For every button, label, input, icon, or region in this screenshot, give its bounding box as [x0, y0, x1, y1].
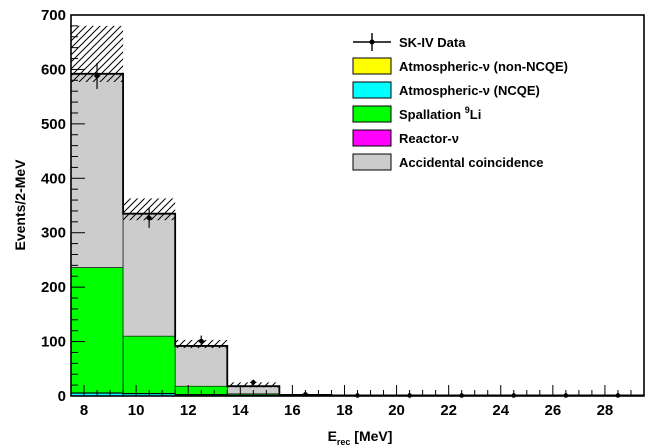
- legend-item-accidental: Accidental coincidence: [352, 153, 544, 171]
- y-tick-label: 600: [41, 61, 66, 78]
- stacked-bars: [70, 74, 645, 397]
- bar-accidental-bin-2: [174, 345, 228, 387]
- legend-item-data: SK-IV Data: [353, 33, 466, 51]
- x-tick-labels: 8 10 12 14 16 18 20 22 24 26 28: [80, 402, 613, 419]
- legend-swatch-spallation: [352, 105, 392, 123]
- x-tick-label: 20: [388, 402, 405, 419]
- x-tick-label: 14: [232, 402, 249, 419]
- x-axis-title: Erec [MeV]: [328, 428, 393, 446]
- bar-spallation-bin-0: [70, 267, 124, 394]
- y-tick-label: 100: [41, 334, 66, 351]
- data-point-marker: [251, 380, 256, 385]
- legend: SK-IV Data Atmospheric-ν (non-NCQE) Atmosp…: [352, 33, 568, 171]
- y-tick-labels: 0 100 200 300 400 500 600 700: [41, 7, 66, 405]
- y-tick-label: 500: [41, 116, 66, 133]
- x-axis-title-main: E: [328, 428, 337, 444]
- x-tick-label: 24: [492, 402, 509, 419]
- legend-label-part: Li: [470, 107, 482, 122]
- bar-accidental-bin-0: [70, 74, 124, 268]
- legend-label-non_ncqe: Atmospheric-ν (non-NCQE): [399, 59, 568, 74]
- data-point: [146, 208, 153, 228]
- legend-item-spallation: Spallation 9Li: [352, 105, 481, 123]
- legend-item-reactor: Reactor-ν: [352, 129, 459, 147]
- x-axis-title-unit: [MeV]: [350, 428, 392, 444]
- y-axis-title: Events/2-MeV: [12, 159, 28, 251]
- data-point-marker: [198, 338, 204, 344]
- y-tick-label: 300: [41, 225, 66, 242]
- x-tick-label: 12: [180, 402, 197, 419]
- legend-label-spallation: Spallation 9Li: [399, 105, 481, 122]
- legend-swatch-ncqe: [352, 81, 392, 99]
- data-point-marker: [146, 215, 152, 221]
- legend-swatch-non_ncqe: [352, 57, 392, 75]
- x-tick-label: 26: [544, 402, 561, 419]
- data-point: [250, 379, 257, 386]
- legend-data-marker: [369, 39, 375, 45]
- legend-label-accidental: Accidental coincidence: [399, 155, 544, 170]
- plot-area: [70, 25, 645, 398]
- legend-label-data: SK-IV Data: [399, 35, 466, 50]
- legend-swatch-accidental: [352, 153, 392, 171]
- legend-label-superscript: 9: [465, 105, 470, 115]
- y-tick-label: 200: [41, 279, 66, 296]
- y-tick-label: 400: [41, 170, 66, 187]
- axis-ticks: [71, 14, 632, 397]
- data-point: [198, 335, 205, 347]
- legend-label-reactor: Reactor-ν: [399, 131, 459, 146]
- x-tick-label: 16: [284, 402, 301, 419]
- x-tick-label: 8: [80, 402, 88, 419]
- legend-item-non_ncqe: Atmospheric-ν (non-NCQE): [352, 57, 568, 75]
- y-tick-label: 700: [41, 7, 66, 24]
- x-tick-label: 18: [336, 402, 353, 419]
- y-tick-label: 0: [58, 388, 66, 405]
- legend-swatch-reactor: [352, 129, 392, 147]
- x-tick-label: 22: [440, 402, 457, 419]
- data-point: [93, 62, 101, 90]
- x-axis-title-sub: rec: [337, 437, 351, 446]
- x-tick-label: 10: [128, 402, 145, 419]
- legend-label-part: Spallation: [399, 107, 465, 122]
- bar-spallation-bin-1: [122, 335, 176, 394]
- bar-accidental-bin-1: [122, 213, 176, 337]
- legend-label-ncqe: Atmospheric-ν (NCQE): [399, 83, 540, 98]
- legend-item-ncqe: Atmospheric-ν (NCQE): [352, 81, 540, 99]
- data-point-marker: [94, 73, 100, 79]
- x-tick-label: 28: [597, 402, 614, 419]
